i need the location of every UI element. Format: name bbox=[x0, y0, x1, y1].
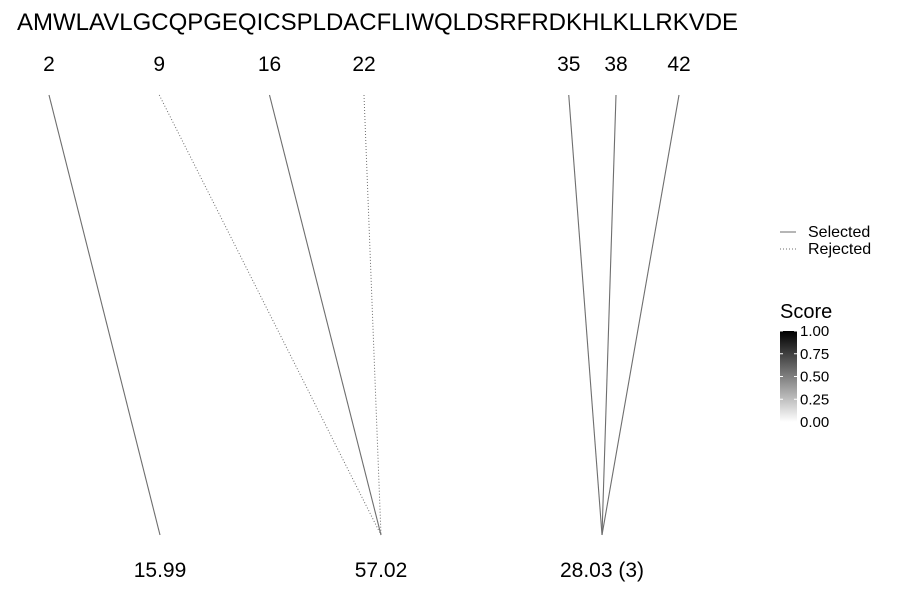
legend-selected-label: Selected bbox=[808, 224, 870, 241]
link-line-42 bbox=[601, 94, 680, 536]
link-line-9 bbox=[158, 94, 382, 536]
score-tick-label: 0.75 bbox=[800, 346, 829, 363]
score-tick-label: 0.50 bbox=[800, 369, 829, 386]
position-label-2: 2 bbox=[43, 53, 55, 76]
score-tick-label: 0.25 bbox=[800, 391, 829, 408]
score-colorbar bbox=[780, 331, 797, 422]
legend-rejected-label: Rejected bbox=[808, 241, 871, 258]
score-legend: Score 1.00 0.75 0.50 0.25 0.00 bbox=[780, 301, 832, 431]
position-label-22: 22 bbox=[352, 53, 375, 76]
mass-label-1: 15.99 bbox=[134, 559, 187, 582]
position-labels: 2 9 16 22 35 38 42 bbox=[43, 53, 691, 76]
position-label-38: 38 bbox=[604, 53, 627, 76]
link-line-16 bbox=[268, 94, 382, 536]
score-tick-label: 1.00 bbox=[800, 323, 829, 340]
link-line-38 bbox=[601, 94, 617, 536]
links-layer bbox=[48, 94, 680, 536]
position-label-42: 42 bbox=[667, 53, 690, 76]
position-label-9: 9 bbox=[153, 53, 165, 76]
position-label-35: 35 bbox=[557, 53, 580, 76]
mass-label-2: 57.02 bbox=[355, 559, 408, 582]
score-tick-label: 0.00 bbox=[800, 414, 829, 431]
mass-label-3: 28.03 (3) bbox=[560, 559, 644, 582]
link-line-22 bbox=[363, 94, 382, 536]
sequence-title: AMWLAVLGCQPGEQICSPLDACFLIWQLDSRFRDKHLKLL… bbox=[17, 9, 738, 36]
position-label-16: 16 bbox=[258, 53, 281, 76]
score-legend-title: Score bbox=[780, 301, 832, 323]
mass-labels: 15.99 57.02 28.03 (3) bbox=[134, 559, 644, 582]
score-ticks: 1.00 0.75 0.50 0.25 0.00 bbox=[780, 323, 829, 431]
link-line-35 bbox=[568, 94, 603, 536]
line-legend: Selected Rejected bbox=[780, 224, 871, 258]
link-line-2 bbox=[48, 94, 161, 536]
